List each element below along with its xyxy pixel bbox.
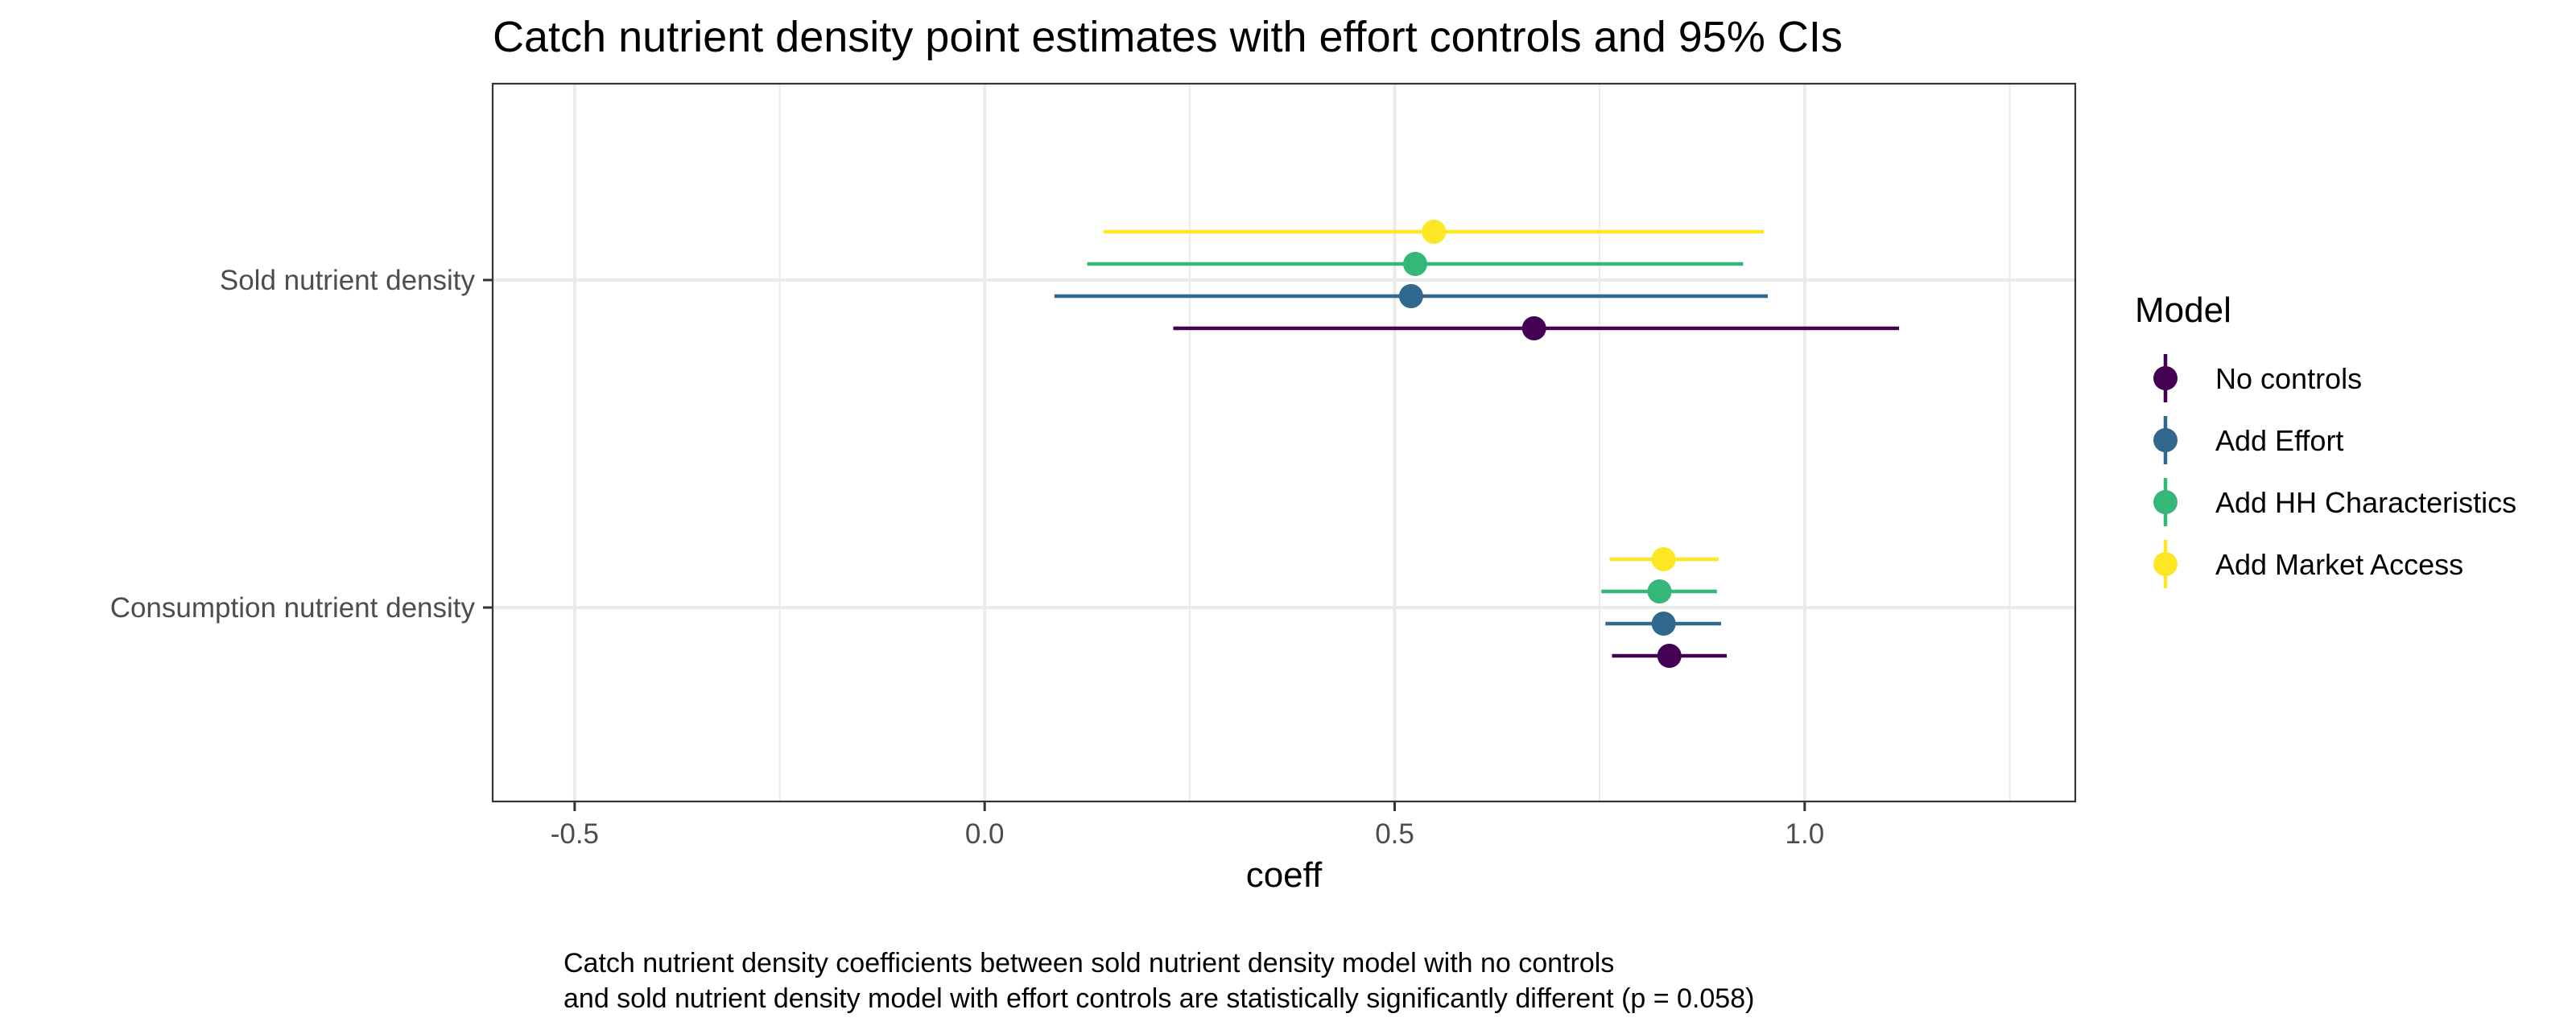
point-estimate [1422, 220, 1447, 244]
point-estimate [1651, 612, 1676, 636]
x-tick-label: -0.5 [551, 818, 599, 850]
plot-panel [491, 82, 2077, 803]
x-axis-title: coeff [1246, 855, 1323, 895]
legend-label: Add Effort [2215, 424, 2343, 457]
legend-key-point [2153, 552, 2178, 576]
legend-items: No controls Add Effort Add HH Characterist… [2153, 354, 2516, 588]
legend-key-point [2153, 366, 2178, 390]
legend-key-point [2153, 428, 2178, 452]
x-tick-label: 0.0 [965, 818, 1005, 850]
x-tick-label: 1.0 [1785, 818, 1825, 850]
legend-label: Add HH Characteristics [2215, 486, 2516, 519]
y-tick-label: Consumption nutrient density [110, 592, 476, 624]
panel-background [493, 84, 2075, 801]
legend-title: Model [2135, 290, 2231, 330]
minor-gridlines [778, 84, 2011, 801]
x-tick-label: 0.5 [1375, 818, 1414, 850]
point-estimate [1657, 644, 1682, 668]
caption-line-2: and sold nutrient density model with eff… [564, 983, 1754, 1014]
major-gridlines [493, 84, 2075, 801]
caption: Catch nutrient density coefficients betw… [564, 948, 1754, 1014]
point-estimate [1521, 316, 1546, 340]
caption-line-1: Catch nutrient density coefficients betw… [564, 948, 1614, 978]
point-estimate [1647, 579, 1672, 604]
point-estimate [1402, 252, 1427, 276]
legend-key-point [2153, 490, 2178, 514]
legend: Model No controls Add Effort Add HH Charac… [2135, 290, 2516, 588]
y-axis: Sold nutrient density Consumption nutrien… [110, 265, 493, 624]
x-axis: -0.5 0.0 0.5 1.0 [551, 801, 1824, 850]
panel-border [491, 82, 2077, 803]
chart-title: Catch nutrient density point estimates w… [493, 13, 1843, 61]
legend-label: No controls [2215, 362, 2362, 395]
legend-label: Add Market Access [2215, 548, 2463, 581]
y-tick-label: Sold nutrient density [220, 265, 476, 296]
point-estimate [1651, 547, 1676, 571]
point-estimate [1398, 284, 1423, 308]
data-marks [1054, 220, 1899, 668]
